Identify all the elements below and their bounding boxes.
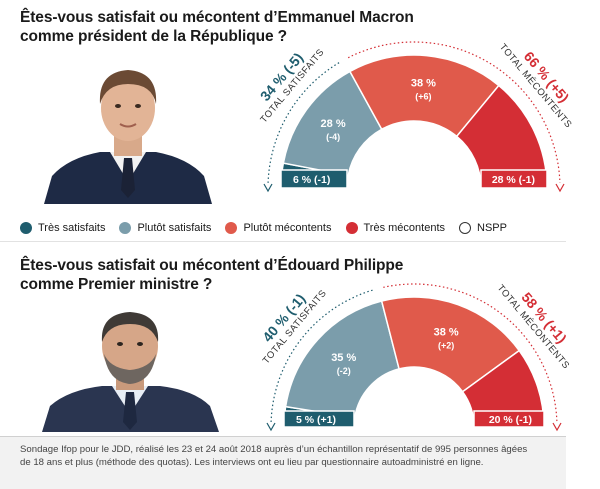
chart-1-band-tres-mecontents — [480, 169, 548, 189]
question-2-title-line-1: Êtes-vous satisfait ou mécontent d’Édoua… — [20, 257, 404, 274]
legend-swatch-tres-mecontents — [345, 222, 358, 234]
question-2-title: Êtes-vous satisfait ou mécontent d’Édoua… — [20, 256, 580, 294]
chart-1-segment-tres-satisfaits — [280, 162, 350, 189]
emmanuel-macron-portrait-icon — [38, 58, 218, 204]
question-2-title-line-2: comme Premier ministre ? — [20, 276, 213, 293]
legend-swatch-tres-satisfaits — [20, 222, 32, 234]
legend-label-nspp: NSPP — [477, 222, 507, 234]
chart-2-change-plutot-mecontents: (+2) — [438, 341, 454, 351]
legend-item-tres-mecontents: Très mécontents — [345, 222, 446, 234]
chart-2-value-plutot-mecontents: 38 % — [434, 327, 459, 339]
question-1-title-line-2: comme président de la République ? — [20, 28, 288, 45]
chart-2-segment-tres-satisfaits — [283, 405, 356, 428]
chart-1-total-left-label: TOTAL SATISFAITS — [258, 47, 326, 125]
chart-1-change-plutot-satisfaits: (-4) — [326, 132, 340, 142]
chart-1-label-tres-satisfaits: 6 % (-1) — [293, 174, 330, 186]
chart-2-total-right-label: TOTAL MÉCONTENTS — [495, 283, 572, 372]
legend-label-tres-satisfaits: Très satisfaits — [38, 222, 106, 234]
footer-line-2: de 18 ans et plus (méthode des quotas). … — [20, 457, 484, 468]
chart-2-label-tres-mecontents: 20 % (-1) — [489, 414, 532, 426]
legend-item-plutot-mecontents: Plutôt mécontents — [225, 222, 332, 234]
chart-2-segment-tres-mecontents — [461, 349, 545, 428]
chart-1-total-right-value: 66 % (+5) — [521, 48, 573, 105]
footer-line-1: Sondage Ifop pour le JDD, réalisé les 23… — [20, 444, 528, 455]
chart-1-total-satisfaits: 34 % (-5)TOTAL SATISFAITS — [257, 47, 327, 125]
chart-2-mecontents-guide-arc — [383, 283, 558, 423]
legend-item-tres-satisfaits: Très satisfaits — [20, 222, 105, 234]
legend-item-nspp: NSPP — [459, 222, 507, 234]
chart-2-value-plutot-satisfaits: 35 % — [331, 352, 356, 364]
source-footer: Sondage Ifop pour le JDD, réalisé les 23… — [0, 436, 566, 489]
chart-2-label-tres-satisfaits: 5 % (+1) — [296, 414, 336, 426]
chart-1-mecontents-arrow — [555, 183, 565, 193]
chart-1-band-tres-satisfaits — [280, 169, 348, 189]
legend-label-plutot-mecontents: Plutôt mécontents — [243, 222, 332, 234]
chart-1-segments — [280, 54, 548, 189]
section-divider — [0, 241, 566, 242]
chart-1-mecontents-guide-arc — [347, 41, 561, 183]
legend-item-plutot-satisfaits: Plutôt satisfaits — [119, 222, 211, 234]
question-1-title-line-1: Êtes-vous satisfait ou mécontent d’Emman… — [20, 9, 414, 26]
chart-1-change-plutot-mecontents: (+6) — [415, 91, 431, 101]
legend-swatch-nspp — [459, 222, 472, 234]
legend-swatch-plutot-mecontents — [225, 222, 238, 234]
edouard-philippe-portrait-icon — [38, 302, 223, 432]
chart-2-mecontents-arrow — [552, 422, 562, 432]
chart-2-segment-plutot-satisfaits — [284, 300, 400, 419]
chart-1-segment-plutot-satisfaits — [282, 70, 383, 177]
chart-1-satisfaits-arrow — [263, 183, 273, 193]
chart-1-value-plutot-mecontents: 38 % — [411, 77, 436, 89]
chart-1-total-left-value: 34 % (-5) — [257, 50, 306, 104]
chart-2-satisfaits-arrow — [266, 422, 276, 432]
chart-2-segments — [283, 296, 545, 428]
chart-1-segment-plutot-mecontents — [348, 54, 500, 138]
chart-1-label-tres-mecontents: 28 % (-1) — [492, 174, 535, 186]
chart-2-satisfaits-guide-arc — [270, 289, 374, 423]
chart-2-change-plutot-satisfaits: (-2) — [337, 366, 351, 376]
chart-1-value-plutot-satisfaits: 28 % — [321, 118, 346, 130]
legend-label-plutot-satisfaits: Plutôt satisfaits — [137, 222, 212, 234]
legend-swatch-plutot-satisfaits — [119, 222, 132, 234]
legend-label-tres-mecontents: Très mécontents — [363, 222, 446, 234]
question-1-title: Êtes-vous satisfait ou mécontent d’Emman… — [20, 8, 580, 46]
chart-2-total-left-label: TOTAL SATISFAITS — [261, 288, 329, 366]
chart-2-band-tres-satisfaits — [283, 410, 355, 428]
chart-2-band-tres-mecontents — [473, 410, 545, 428]
legend: Très satisfaits Plutôt satisfaits Plutôt… — [20, 220, 580, 236]
chart-1-satisfaits-guide-arc — [267, 62, 340, 183]
chart-1-segment-tres-mecontents — [455, 84, 548, 189]
chart-2-total-right-value: 58 % (+1) — [518, 289, 570, 346]
chart-1-total-right-label: TOTAL MÉCONTENTS — [497, 42, 574, 131]
chart-2-segment-plutot-mecontents — [380, 296, 521, 393]
chart-2-total-left-value: 40 % (-1) — [259, 291, 308, 345]
